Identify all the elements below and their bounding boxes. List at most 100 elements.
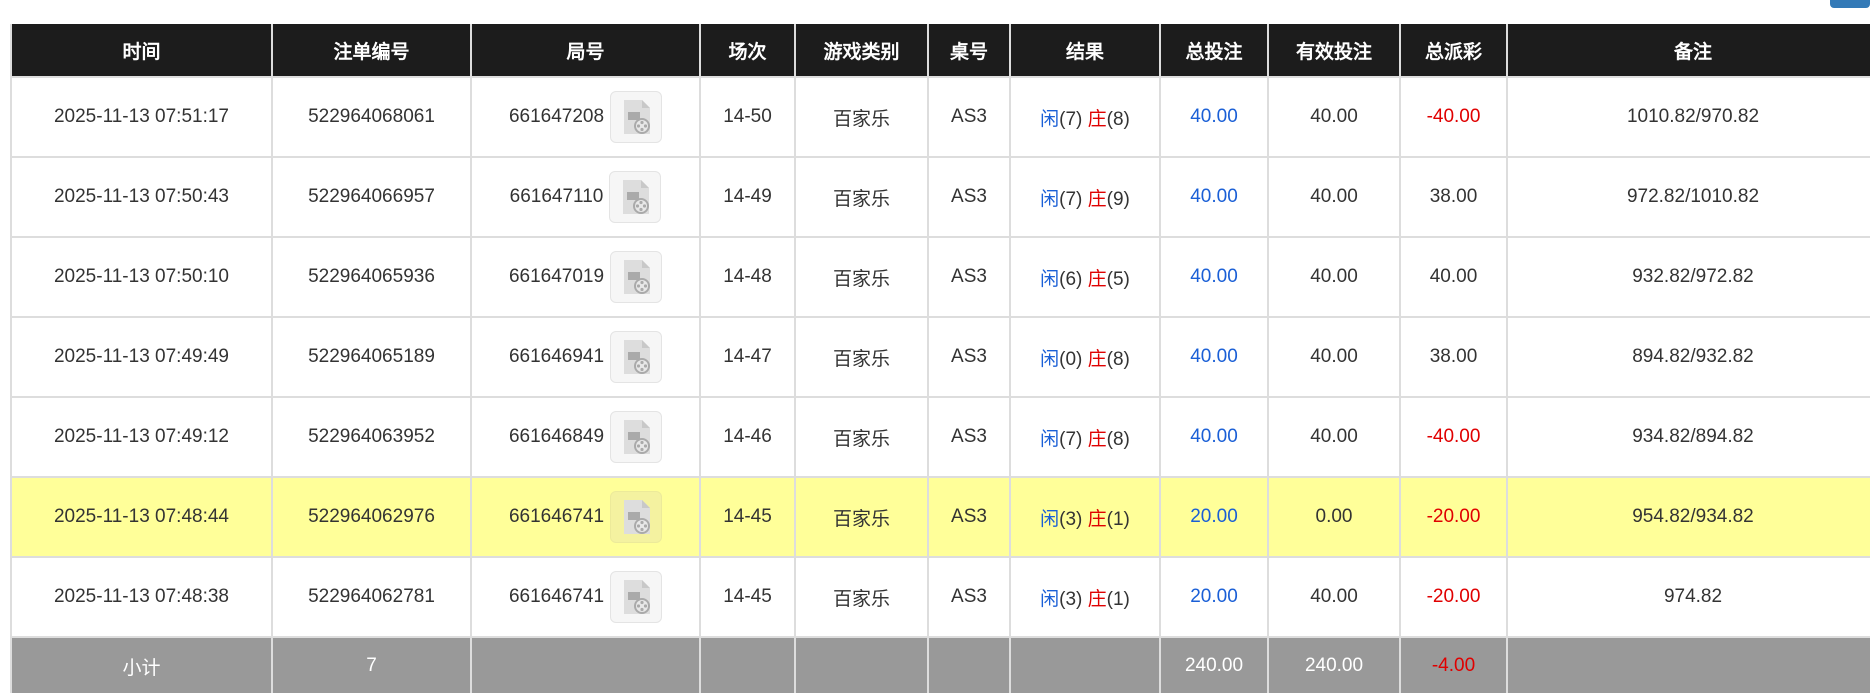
game-type-cell: 百家乐 — [794, 316, 929, 398]
table-row: 2025-11-13 07:49:12 522964063952 6616468… — [10, 396, 1870, 478]
time-cell: 2025-11-13 07:49:12 — [10, 396, 273, 478]
empty-cell — [1506, 636, 1870, 693]
video-replay-icon[interactable] — [610, 411, 663, 463]
player-score: (3) — [1059, 508, 1083, 530]
subtotal-payout: -4.00 — [1399, 636, 1508, 693]
game-type-cell: 百家乐 — [794, 556, 929, 638]
video-replay-icon[interactable] — [610, 491, 663, 543]
round-number: 661647019 — [508, 266, 605, 287]
round-cell: 661646941 — [470, 316, 701, 398]
player-label: 闲 — [1040, 268, 1060, 290]
player-label: 闲 — [1040, 188, 1060, 210]
empty-cell — [794, 636, 929, 693]
table-row: 2025-11-13 07:48:44 522964062976 6616467… — [10, 476, 1870, 558]
table-row: 2025-11-13 07:50:10 522964065936 6616470… — [10, 236, 1870, 318]
header-row: 时间 注单编号 局号 场次 游戏类别 桌号 结果 总投注 有效投注 总派彩 备注 — [10, 24, 1870, 78]
valid-bet-cell: 40.00 — [1267, 236, 1401, 318]
shoe-cell: 14-47 — [699, 316, 796, 398]
round-number: 661646741 — [508, 586, 605, 607]
video-replay-icon[interactable] — [610, 331, 663, 383]
player-label: 闲 — [1040, 108, 1060, 130]
time-cell: 2025-11-13 07:50:43 — [10, 156, 273, 238]
valid-bet-cell: 40.00 — [1267, 316, 1401, 398]
table-no-cell: AS3 — [927, 556, 1011, 638]
result-cell: 闲(3) 庄(1) — [1009, 476, 1161, 558]
valid-bet-cell: 0.00 — [1267, 476, 1401, 558]
round-cell: 661646741 — [470, 476, 701, 558]
round-cell: 661646849 — [470, 396, 701, 478]
table-row: 2025-11-13 07:51:17 522964068061 6616472… — [10, 76, 1870, 158]
result-cell: 闲(7) 庄(8) — [1009, 76, 1161, 158]
empty-cell — [699, 636, 796, 693]
payout-cell: 40.00 — [1399, 236, 1508, 318]
column-header-game-type: 游戏类别 — [794, 24, 929, 78]
game-type-cell: 百家乐 — [794, 236, 929, 318]
bet-id-cell: 522964062976 — [271, 476, 472, 558]
payout-cell: -40.00 — [1399, 396, 1508, 478]
column-header-payout: 总派彩 — [1399, 24, 1508, 78]
payout-cell: -20.00 — [1399, 556, 1508, 638]
empty-cell — [1009, 636, 1161, 693]
total-bet-cell: 40.00 — [1159, 76, 1269, 158]
time-cell: 2025-11-13 07:48:38 — [10, 556, 273, 638]
note-cell: 954.82/934.82 — [1506, 476, 1870, 558]
shoe-cell: 14-46 — [699, 396, 796, 478]
column-header-table-no: 桌号 — [927, 24, 1011, 78]
video-replay-icon[interactable] — [610, 91, 663, 143]
player-score: (3) — [1059, 588, 1083, 610]
total-bet-cell: 20.00 — [1159, 556, 1269, 638]
note-cell: 972.82/1010.82 — [1506, 156, 1870, 238]
top-right-button[interactable] — [1830, 0, 1870, 8]
subtotal-row: 小计 7 240.00 240.00 -4.00 — [10, 636, 1870, 693]
banker-score: (8) — [1106, 108, 1130, 130]
empty-cell — [927, 636, 1011, 693]
video-replay-icon[interactable] — [609, 171, 662, 223]
column-header-shoe: 场次 — [699, 24, 796, 78]
note-cell: 934.82/894.82 — [1506, 396, 1870, 478]
bet-id-cell: 522964063952 — [271, 396, 472, 478]
table-no-cell: AS3 — [927, 476, 1011, 558]
banker-label: 庄 — [1087, 268, 1107, 290]
video-replay-icon[interactable] — [610, 571, 663, 623]
table-row: 2025-11-13 07:49:49 522964065189 6616469… — [10, 316, 1870, 398]
note-cell: 1010.82/970.82 — [1506, 76, 1870, 158]
banker-score: (9) — [1106, 188, 1130, 210]
game-type-cell: 百家乐 — [794, 476, 929, 558]
player-score: (6) — [1059, 268, 1083, 290]
banker-label: 庄 — [1087, 588, 1107, 610]
banker-label: 庄 — [1087, 508, 1107, 530]
player-score: (7) — [1059, 188, 1083, 210]
round-number: 661646741 — [508, 506, 605, 527]
column-header-valid-bet: 有效投注 — [1267, 24, 1401, 78]
banker-label: 庄 — [1087, 348, 1107, 370]
banker-label: 庄 — [1087, 108, 1107, 130]
result-cell: 闲(7) 庄(8) — [1009, 396, 1161, 478]
valid-bet-cell: 40.00 — [1267, 156, 1401, 238]
bet-id-cell: 522964068061 — [271, 76, 472, 158]
player-score: (7) — [1059, 108, 1083, 130]
banker-score: (1) — [1106, 588, 1130, 610]
banker-score: (8) — [1106, 348, 1130, 370]
bet-id-cell: 522964062781 — [271, 556, 472, 638]
player-label: 闲 — [1040, 348, 1060, 370]
time-cell: 2025-11-13 07:49:49 — [10, 316, 273, 398]
table-row: 2025-11-13 07:50:43 522964066957 6616471… — [10, 156, 1870, 238]
round-cell: 661647208 — [470, 76, 701, 158]
player-label: 闲 — [1040, 428, 1060, 450]
subtotal-count: 7 — [271, 636, 472, 693]
time-cell: 2025-11-13 07:48:44 — [10, 476, 273, 558]
table-no-cell: AS3 — [927, 236, 1011, 318]
total-bet-cell: 40.00 — [1159, 236, 1269, 318]
total-bet-cell: 40.00 — [1159, 316, 1269, 398]
note-cell: 974.82 — [1506, 556, 1870, 638]
banker-score: (5) — [1106, 268, 1130, 290]
video-replay-icon[interactable] — [610, 251, 663, 303]
payout-cell: 38.00 — [1399, 156, 1508, 238]
shoe-cell: 14-48 — [699, 236, 796, 318]
column-header-time: 时间 — [10, 24, 273, 78]
column-header-round: 局号 — [470, 24, 701, 78]
bet-records-table: 时间 注单编号 局号 场次 游戏类别 桌号 结果 总投注 有效投注 总派彩 备注 2025-11-1… — [10, 24, 1870, 693]
player-score: (7) — [1059, 428, 1083, 450]
bet-id-cell: 522964065189 — [271, 316, 472, 398]
shoe-cell: 14-45 — [699, 556, 796, 638]
